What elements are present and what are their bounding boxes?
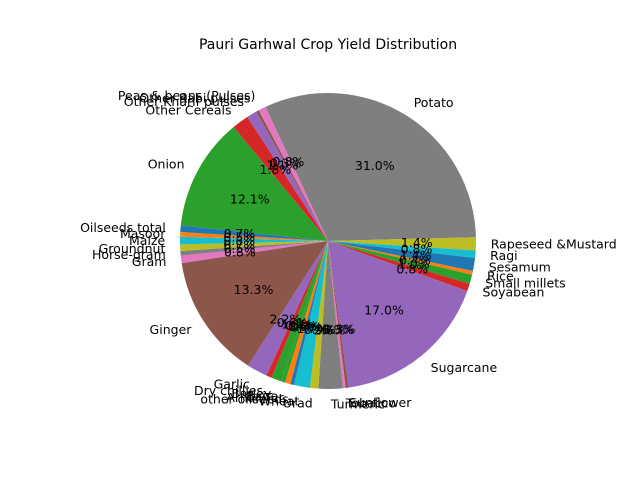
pie-slice-12 [294, 241, 328, 388]
slice-label-22: Groundnut [99, 241, 166, 256]
pie-slice-21 [180, 241, 328, 256]
slice-label-27: Other Cereals [145, 102, 231, 117]
pie-slice-29 [256, 110, 328, 241]
pie-slice-30 [258, 106, 328, 241]
slice-label-26: Onion [148, 157, 185, 172]
pct-label-23: 0.8% [223, 233, 255, 248]
pct-label-29: 0.3% [270, 155, 302, 170]
pct-label-21: 0.5% [224, 241, 256, 256]
pie-slice-1 [328, 237, 476, 251]
pie-slice-9 [328, 241, 346, 389]
slice-label-0: Potato [414, 95, 454, 110]
pct-label-26: 12.1% [230, 192, 270, 207]
pie-slice-13 [290, 241, 328, 386]
slice-label-12: Wheat [259, 394, 300, 409]
pct-label-14: 0.6% [288, 319, 320, 334]
pct-label-7: 17.0% [364, 302, 404, 317]
pie-slice-27 [233, 116, 328, 241]
pie-slices [180, 92, 476, 389]
pct-label-8: 0.3% [324, 322, 356, 337]
pie-slice-11 [309, 241, 328, 389]
pct-label-27: 1.8% [259, 162, 291, 177]
slice-label-6: Soyabean [483, 285, 545, 300]
slice-label-18: Garlic [214, 376, 250, 391]
slice-label-14: Arhar/Tur [226, 390, 284, 405]
pct-label-28: 1.1% [266, 157, 298, 172]
chart-title: Pauri Garhwal Crop Yield Distribution [199, 37, 457, 53]
pct-label-12: 1.7% [296, 321, 328, 336]
slice-label-8: Sunflower [349, 395, 412, 410]
pie-slice-16 [271, 241, 328, 382]
slice-label-20: Gram [132, 254, 167, 269]
pie-slice-6 [328, 241, 470, 292]
pie-slice-5 [328, 241, 473, 284]
pct-label-15: 0.4% [285, 318, 317, 333]
slice-label-16: Barley [231, 386, 272, 401]
slice-label-15: Bajra [246, 389, 279, 404]
slice-label-2: Ragi [490, 248, 517, 263]
pct-label-2: 0.8% [401, 241, 433, 256]
slice-label-25: Oilseeds total [80, 220, 166, 235]
slice-label-29: Other Rabi pulses [139, 90, 250, 105]
pie-slice-22 [180, 241, 328, 251]
pct-label-20: 0.8% [224, 245, 256, 260]
pie-slice-3 [328, 241, 476, 272]
pct-label-6: 0.8% [396, 261, 428, 276]
pct-label-4: 0.4% [399, 253, 431, 268]
pct-label-10: 2.6% [314, 322, 346, 337]
pie-slice-0 [265, 92, 476, 241]
pct-label-19: 13.3% [234, 282, 274, 297]
slice-label-5: Small millets [485, 276, 565, 291]
pie-slice-14 [284, 241, 328, 385]
pct-label-30: 0.8% [273, 154, 305, 169]
slice-label-1: Rapeseed &Mustard [491, 237, 617, 252]
pct-label-24: 0.5% [223, 230, 255, 245]
pie-slice-10 [318, 241, 343, 389]
slice-label-19: Ginger [150, 322, 193, 337]
pie-slice-7 [328, 241, 468, 388]
pct-label-1: 1.4% [401, 235, 433, 250]
pie-slice-19 [181, 241, 328, 366]
pie-slice-18 [248, 241, 328, 376]
pct-label-25: 0.7% [224, 226, 256, 241]
pie-slice-26 [180, 127, 328, 241]
pie-slice-8 [328, 241, 349, 388]
pie-slice-24 [180, 232, 328, 241]
pie-slice-17 [266, 241, 328, 378]
slice-labels: Potato Rapeseed &MustardRagiSesamumRiceSm… [80, 88, 617, 412]
pie-slice-15 [281, 241, 328, 383]
pct-label-22: 0.7% [223, 237, 255, 252]
pie-slice-23 [180, 236, 328, 245]
pie-slice-4 [328, 241, 473, 275]
pie-slice-25 [180, 225, 328, 241]
pie-slice-20 [180, 241, 328, 264]
slice-label-3: Sesamum [489, 259, 551, 274]
slice-label-30: Peas & beans (Pulses) [118, 88, 256, 103]
pct-label-0: 31.0% [355, 158, 395, 173]
slice-label-24: Masoor [120, 226, 166, 241]
pie-slice-28 [247, 111, 328, 241]
slice-label-23: Maize [129, 233, 165, 248]
percentage-labels: 31.0%1.4%0.8%1.4%0.4%1.0%0.8%17.0%0.3%0.… [223, 154, 432, 337]
pct-label-5: 1.0% [398, 256, 430, 271]
pct-label-11: 0.9% [304, 322, 336, 337]
pct-label-9: 0.3% [322, 322, 354, 337]
slice-label-17: Dry chillies [194, 383, 263, 398]
slice-label-11: Urad [283, 396, 313, 411]
pct-label-18: 2.2% [270, 311, 302, 326]
slice-label-13: other oilseeds [200, 391, 288, 406]
slice-label-28: Other Kharif pulses [124, 94, 244, 109]
slice-label-21: Horse-gram [92, 247, 166, 262]
pie-slice-2 [328, 241, 476, 258]
slice-label-7: Sugarcane [431, 360, 498, 375]
slice-label-10: Turmeric [330, 396, 385, 411]
pct-label-3: 1.4% [400, 248, 432, 263]
slice-label-4: Rice [487, 269, 514, 284]
pct-label-13: 0.4% [291, 320, 323, 335]
slice-label-9: Tobacco [345, 395, 396, 410]
pct-label-16: 1.1% [281, 317, 313, 332]
pct-label-17: 0.6% [277, 315, 309, 330]
